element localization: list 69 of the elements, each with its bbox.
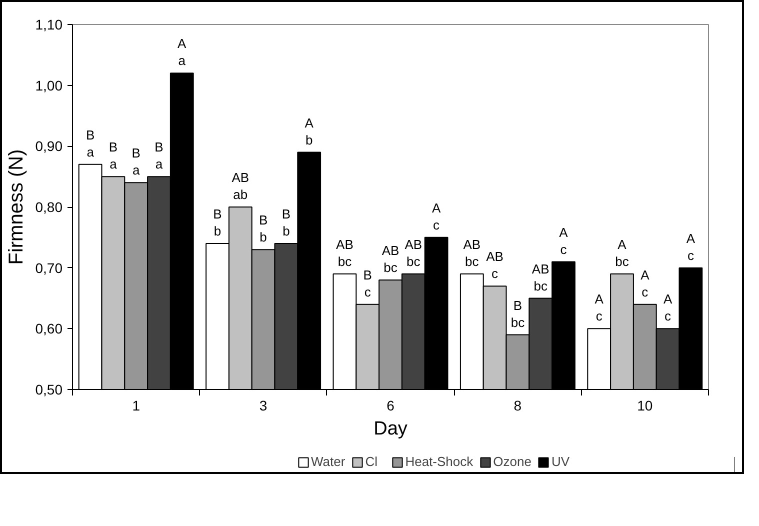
annotation: c [642, 284, 649, 300]
legend-label: Water [311, 454, 346, 469]
annotation: bc [465, 254, 480, 269]
annotation: a [110, 156, 118, 172]
annotation: bc [510, 314, 526, 330]
annotation: bc [406, 254, 421, 269]
annotation: A [594, 292, 604, 307]
annotation: bc [615, 254, 630, 269]
annotation: c [596, 308, 603, 324]
x-tick-label: 8 [514, 398, 522, 414]
y-tick-label: 0,60 [35, 320, 63, 337]
x-axis-title: Day [374, 418, 408, 440]
annotation: A [618, 236, 627, 252]
y-axis-title: Firmness (N) [5, 149, 28, 265]
legend-label: UV [551, 454, 570, 469]
annotation: c [492, 266, 499, 282]
y-tick-label: 0,80 [35, 199, 63, 215]
x-tick-label: 3 [259, 398, 268, 414]
annotation: AB [463, 236, 481, 252]
annotation: B [363, 267, 372, 282]
annotation: c [364, 284, 372, 300]
annotation: A [304, 115, 314, 130]
y-tick-label: 1,10 [35, 16, 63, 32]
annotation: B [258, 212, 268, 228]
annotation: B [213, 206, 222, 222]
annotation: AB [232, 170, 250, 185]
annotation: AB [404, 236, 422, 252]
legend-label: Cl [365, 454, 378, 469]
y-tick-label: 1,00 [35, 77, 63, 94]
annotation: A [686, 230, 696, 246]
annotation: a [155, 156, 164, 172]
annotation: A [559, 224, 568, 240]
annotation: B [132, 146, 140, 161]
annotation: b [305, 132, 313, 148]
x-tick-label: 6 [386, 398, 395, 414]
y-tick-label: 0,70 [35, 260, 63, 276]
annotation: B [108, 140, 118, 155]
annotation: b [282, 224, 290, 238]
annotation: bc [338, 254, 352, 269]
legend-label: Ozone [493, 454, 532, 469]
annotation: a [178, 53, 186, 68]
y-tick-label: 0,90 [35, 138, 63, 154]
annotation: AB [486, 249, 504, 264]
annotation: B [86, 127, 95, 142]
annotation: B [282, 206, 291, 222]
annotation: c [560, 242, 568, 257]
annotation: c [433, 217, 440, 232]
annotation: ab [233, 187, 248, 202]
annotation: A [640, 267, 650, 282]
x-tick-label: 10 [637, 398, 653, 414]
annotation: A [178, 36, 187, 52]
annotation: b [214, 224, 222, 238]
annotation: b [260, 230, 267, 245]
annotation: AB [382, 243, 400, 258]
annotation: a [132, 162, 140, 178]
annotation: AB [532, 261, 550, 276]
annotation: c [664, 308, 672, 324]
annotation: bc [384, 260, 398, 275]
y-tick-label: 0,50 [35, 382, 63, 398]
legend-label: Heat-Shock [405, 454, 474, 469]
annotation: AB [336, 236, 354, 252]
annotation: a [86, 144, 95, 160]
annotation: A [663, 292, 672, 307]
annotation: c [687, 248, 694, 263]
x-tick-label: 1 [132, 398, 140, 414]
annotation: B [513, 298, 522, 313]
annotation: B [154, 140, 164, 155]
annotation: A [432, 200, 441, 216]
annotation: bc [534, 278, 548, 294]
